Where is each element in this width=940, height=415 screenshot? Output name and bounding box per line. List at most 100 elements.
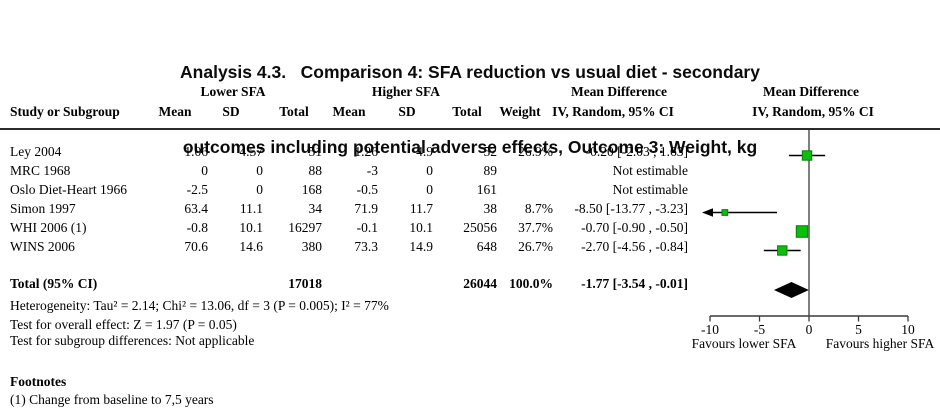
weight-pct: 37.7% [518,219,553,235]
study-name: Oslo Diet-Heart 1966 [10,181,127,197]
header-total-lower: Total [279,104,309,119]
mean-lower-sfa: 70.6 [184,238,208,254]
table-row: Oslo Diet-Heart 1966 -2.5 0 168 -0.5 0 161 Not … [0,180,940,199]
md-ci-text: -8.50 [-13.77 , -3.23] [574,200,688,216]
header-mean-lower: Mean [158,104,192,119]
footnote-1: (1) Change from baseline to 7,5 years [10,392,214,407]
sd-lower-sfa: 10.1 [239,219,263,235]
table-row: WHI 2006 (1) -0.8 10.1 16297 -0.1 10.1 25056 37… [0,218,940,237]
md-ci-text: -2.70 [-4.56 , -0.84] [581,238,688,254]
study-point-square [721,209,729,216]
total-lower-sfa: 51 [308,143,323,159]
title-line-1: Analysis 4.3. Comparison 4: SFA reductio… [180,62,760,82]
table-row: Simon 1997 63.4 11.1 34 71.9 11.7 38 8.7% -8.50 … [0,199,940,218]
sd-higher-sfa: 0 [426,181,433,197]
mean-higher-sfa: -0.5 [356,181,378,197]
total-higher-sfa: 161 [476,181,497,197]
header-mean-higher: Mean [332,104,366,119]
header-mean-difference-plot: Mean Difference [762,84,860,99]
header-group-higher-sfa: Higher SFA [371,84,441,99]
total-lower-sfa-n: 17018 [288,276,322,291]
sd-higher-sfa: 0 [426,162,433,178]
study-name: WINS 2006 [10,238,75,254]
md-ci-text: -0.70 [-0.90 , -0.50] [581,219,688,235]
axis-tick-label: 5 [855,322,862,337]
total-higher-sfa-n: 26044 [463,276,497,291]
total-higher-sfa: 25056 [463,219,497,235]
title-line-2: outcomes including potential adverse eff… [182,137,758,157]
total-lower-sfa: 88 [308,162,323,178]
header-sd-higher: SD [398,104,416,119]
axis-tick-label: -5 [754,322,765,337]
table-row: MRC 1968 0 0 88 -3 0 89 Not estimable [0,161,940,180]
sd-higher-sfa: 4.9 [416,143,433,159]
sd-lower-sfa: 14.6 [239,238,263,254]
total-lower-sfa: 34 [308,200,323,216]
weight-pct: 26.7% [518,238,553,254]
favours-left-label: Favours lower SFA [691,336,797,351]
header-separator-line [0,128,940,130]
mean-lower-sfa: 0 [201,162,208,178]
total-lower-sfa: 16297 [288,219,322,235]
header-sd-lower: SD [222,104,240,119]
heterogeneity-stats: Heterogeneity: Tau² = 2.14; Chi² = 13.06… [10,298,389,313]
study-name: MRC 1968 [10,162,71,178]
total-higher-sfa: 38 [483,200,498,216]
mean-lower-sfa: 63.4 [184,200,208,216]
header-mean-difference-text: Mean Difference [570,84,668,99]
study-point-square [801,150,813,161]
header-weight: Weight [499,104,541,119]
md-ci-text: Not estimable [612,162,688,178]
sd-lower-sfa: 0 [256,181,263,197]
favours-right-label: Favours higher SFA [825,336,935,351]
axis-tick-label: 0 [806,322,813,337]
table-row: WINS 2006 70.6 14.6 380 73.3 14.9 648 26.7% -2.7… [0,237,940,256]
study-name: WHI 2006 (1) [10,219,87,235]
total-higher-sfa: 52 [483,143,498,159]
total-ci-text: -1.77 [-3.54 , -0.01] [581,276,688,291]
sd-lower-sfa: 0 [256,162,263,178]
summary-diamond [773,282,809,298]
study-point-square [777,245,788,256]
total-higher-sfa: 89 [483,162,498,178]
total-label: Total (95% CI) [10,276,98,291]
study-name: Ley 2004 [10,143,62,159]
weight-pct: 26.9% [518,143,553,159]
total-lower-sfa: 380 [301,238,322,254]
header-study: Study or Subgroup [10,104,120,119]
page-title: Analysis 4.3. Comparison 4: SFA reductio… [0,10,940,210]
total-row: Total (95% CI) 17018 26044 100.0% -1.77 … [0,274,940,293]
sd-higher-sfa: 14.9 [409,238,433,254]
table-row: Ley 2004 1.06 4.57 51 1.26 4.9 52 26.9% -0.20 [-… [0,142,940,161]
weight-pct: 8.7% [524,200,553,216]
mean-lower-sfa: 1.06 [184,143,208,159]
sd-higher-sfa: 11.7 [409,200,433,216]
mean-higher-sfa: -3 [366,162,378,178]
study-name: Simon 1997 [10,200,76,216]
footnotes-heading: Footnotes [10,374,67,389]
subgroup-test: Test for subgroup differences: Not appli… [10,333,255,348]
total-higher-sfa: 648 [476,238,497,254]
total-lower-sfa: 168 [301,181,322,197]
total-weight: 100.0% [509,276,553,291]
header-ci-method: IV, Random, 95% CI [552,104,674,119]
header-total-higher: Total [452,104,482,119]
md-ci-text: Not estimable [612,181,688,197]
mean-higher-sfa: 1.26 [354,143,378,159]
mean-lower-sfa: -2.5 [186,181,208,197]
ci-arrow-left [702,208,713,217]
study-point-square [795,225,809,238]
mean-higher-sfa: 71.9 [354,200,378,216]
header-ci-method-plot: IV, Random, 95% CI [752,104,874,119]
sd-higher-sfa: 10.1 [409,219,433,235]
mean-lower-sfa: -0.8 [186,219,208,235]
header-group-lower-sfa: Lower SFA [200,84,266,99]
mean-higher-sfa: -0.1 [356,219,378,235]
sd-lower-sfa: 4.57 [239,143,263,159]
md-ci-text: -0.20 [-2.03 , 1.63] [585,143,688,159]
axis-tick-label: -10 [701,322,719,337]
overall-effect-test: Test for overall effect: Z = 1.97 (P = 0… [10,317,237,332]
mean-higher-sfa: 73.3 [354,238,378,254]
